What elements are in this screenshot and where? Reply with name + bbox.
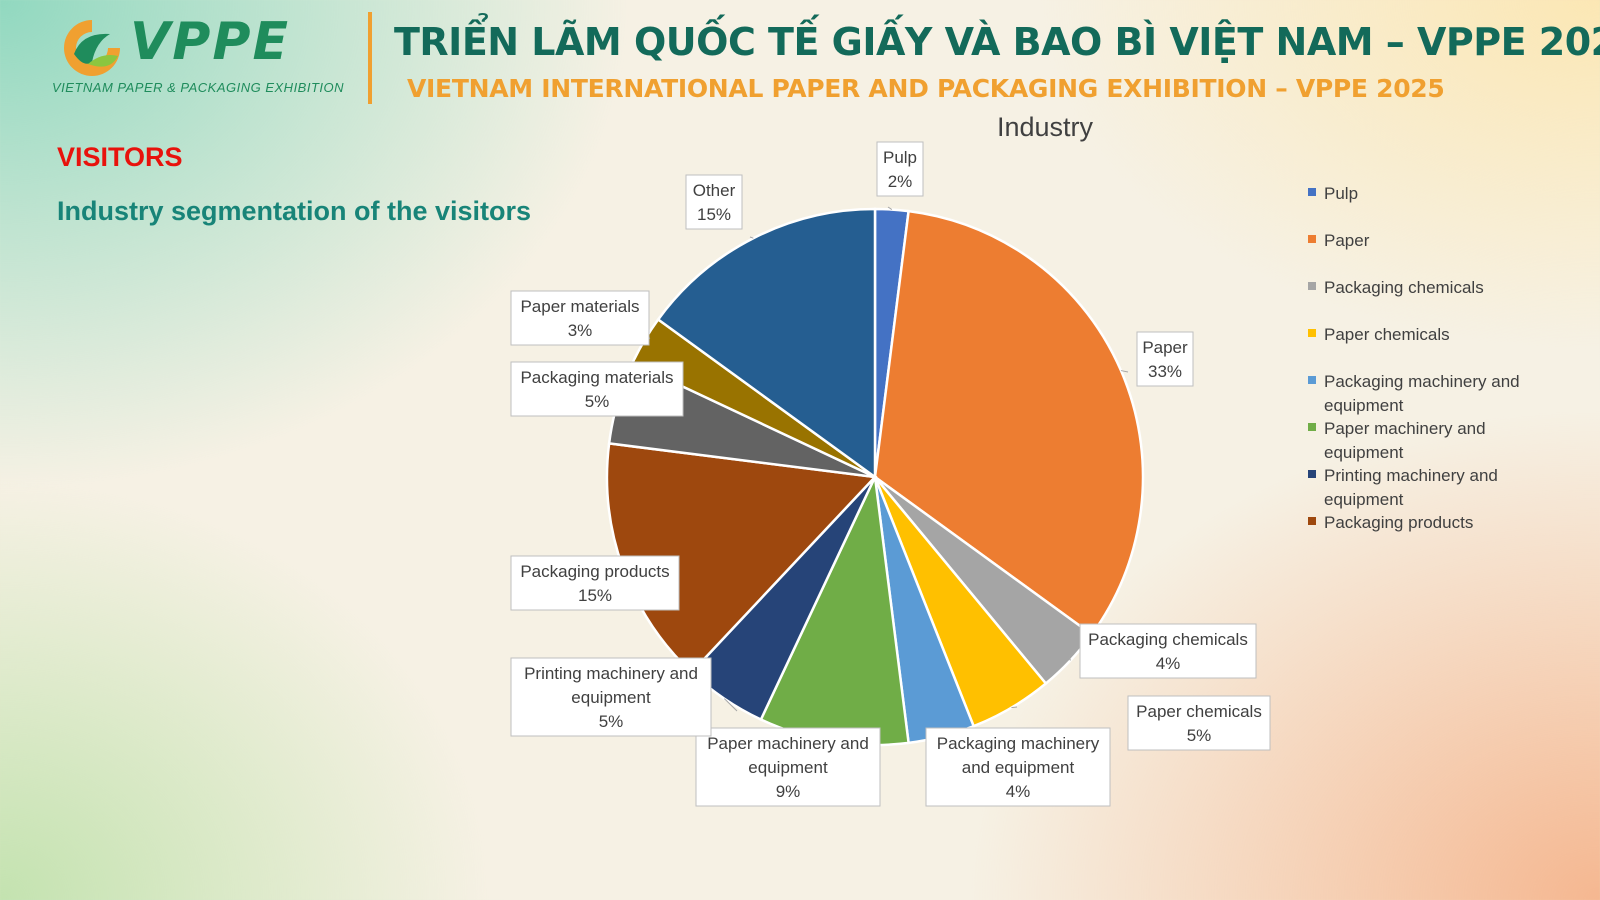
data-label: Packaging materials 5%	[510, 361, 684, 417]
data-label-value: 2%	[888, 172, 913, 191]
data-label-box	[510, 555, 680, 611]
legend-swatch	[1308, 329, 1316, 337]
legend-label: Packaging chemicals	[1324, 278, 1484, 297]
data-label-value: 5%	[599, 712, 624, 731]
legend-swatch	[1308, 517, 1316, 525]
legend-entry: Pulp	[1308, 184, 1358, 203]
legend-swatch	[1308, 470, 1316, 478]
legend-label: Paper	[1324, 231, 1370, 250]
leader-line	[1068, 654, 1071, 661]
data-label: Packaging products 15%	[510, 555, 680, 611]
data-label-box	[510, 290, 650, 346]
legend-swatch	[1308, 235, 1316, 243]
logo-wordmark: VPPE	[130, 12, 290, 72]
data-label-name: Paper chemicals	[1136, 702, 1262, 721]
data-label: Paper 33%	[1136, 331, 1194, 387]
data-label-box	[685, 174, 743, 230]
data-label-box	[925, 727, 1111, 807]
data-label: Other 15%	[685, 174, 743, 230]
data-label-name: equipment	[571, 688, 651, 707]
data-label-value: 4%	[1156, 654, 1181, 673]
data-label-name: Other	[693, 181, 736, 200]
title-english: VIETNAM INTERNATIONAL PAPER AND PACKAGIN…	[407, 74, 1445, 103]
data-label-name: Packaging products	[520, 562, 669, 581]
data-label: Paper chemicals 5%	[1127, 695, 1271, 751]
data-label-value: 15%	[697, 205, 731, 224]
data-label-name: equipment	[748, 758, 828, 777]
legend-label: equipment	[1324, 490, 1404, 509]
data-label-name: Pulp	[883, 148, 917, 167]
pie-slice-other	[656, 207, 877, 480]
legend-entry: Paper machinery and equipment	[1308, 419, 1486, 462]
legend-entry: Packaging products	[1308, 513, 1473, 532]
header: VPPE VIETNAM PAPER & PACKAGING EXHIBITIO…	[0, 0, 1600, 110]
data-label-name: Packaging chemicals	[1088, 630, 1248, 649]
legend-swatch	[1308, 188, 1316, 196]
data-label-name: Paper	[1142, 338, 1188, 357]
data-label-box	[876, 141, 924, 197]
legend-swatch	[1308, 376, 1316, 384]
legend-swatch	[1308, 282, 1316, 290]
header-divider	[368, 12, 372, 104]
data-label-value: 15%	[578, 586, 612, 605]
data-label-value: 3%	[568, 321, 593, 340]
legend-entry: Paper chemicals	[1308, 325, 1450, 344]
vppe-logo: VPPE VIETNAM PAPER & PACKAGING EXHIBITIO…	[52, 12, 352, 102]
legend-label: Paper chemicals	[1324, 325, 1450, 344]
data-label-value: 5%	[585, 392, 610, 411]
legend-label: equipment	[1324, 443, 1404, 462]
data-label-value: 9%	[776, 782, 801, 801]
data-label-value: 33%	[1148, 362, 1182, 381]
data-label: Paper machinery and equipment 9%	[695, 727, 881, 807]
data-label: Printing machinery and equipment 5%	[510, 657, 712, 737]
data-label-box	[1127, 695, 1271, 751]
legend-entry: Paper	[1308, 231, 1370, 250]
legend-entry: Printing machinery and equipment	[1308, 466, 1498, 509]
section-subtitle: Industry segmentation of the visitors	[57, 196, 532, 226]
data-label-name: and equipment	[962, 758, 1075, 777]
legend-label: Printing machinery and	[1324, 466, 1498, 485]
data-label-box	[510, 361, 684, 417]
swirl-logo-icon	[64, 20, 120, 76]
leader-line	[1011, 706, 1018, 709]
legend-label: Paper machinery and	[1324, 419, 1486, 438]
leader-line	[749, 236, 754, 239]
data-label: Packaging machinery and equipment 4%	[925, 727, 1111, 807]
chart-title: Industry	[997, 112, 1094, 142]
data-label-box	[695, 727, 881, 807]
data-label-name: Packaging materials	[520, 368, 673, 387]
leader-line	[724, 698, 738, 712]
pie-slice-paper	[873, 209, 1145, 637]
data-label-name: Packaging machinery	[937, 734, 1100, 753]
data-label: Pulp 2%	[876, 141, 924, 197]
legend-entry: Packaging chemicals	[1308, 278, 1484, 297]
legend-label: Packaging products	[1324, 513, 1473, 532]
data-label-value: 5%	[1187, 726, 1212, 745]
legend-entry: Packaging machinery and equipment	[1308, 372, 1520, 415]
leader-line	[887, 206, 893, 210]
data-label-name: Printing machinery and	[524, 664, 698, 683]
data-label-value: 4%	[1006, 782, 1031, 801]
legend-label: Pulp	[1324, 184, 1358, 203]
section-title: VISITORS	[57, 142, 183, 172]
data-label-name: Paper machinery and	[707, 734, 869, 753]
data-label: Paper materials 3%	[510, 290, 650, 346]
leader-line	[1120, 370, 1129, 373]
legend-label: equipment	[1324, 396, 1404, 415]
data-label-box	[1136, 331, 1194, 387]
title-vietnamese: TRIỂN LÃM QUỐC TẾ GIẤY VÀ BAO BÌ VIỆT NA…	[394, 20, 1600, 64]
data-label-box	[510, 657, 712, 737]
legend-swatch	[1308, 423, 1316, 431]
data-label-box	[1079, 623, 1257, 679]
logo-tagline: VIETNAM PAPER & PACKAGING EXHIBITION	[52, 80, 345, 95]
legend-label: Packaging machinery and	[1324, 372, 1520, 391]
data-label: Packaging chemicals 4%	[1079, 623, 1257, 679]
data-label-name: Paper materials	[520, 297, 639, 316]
